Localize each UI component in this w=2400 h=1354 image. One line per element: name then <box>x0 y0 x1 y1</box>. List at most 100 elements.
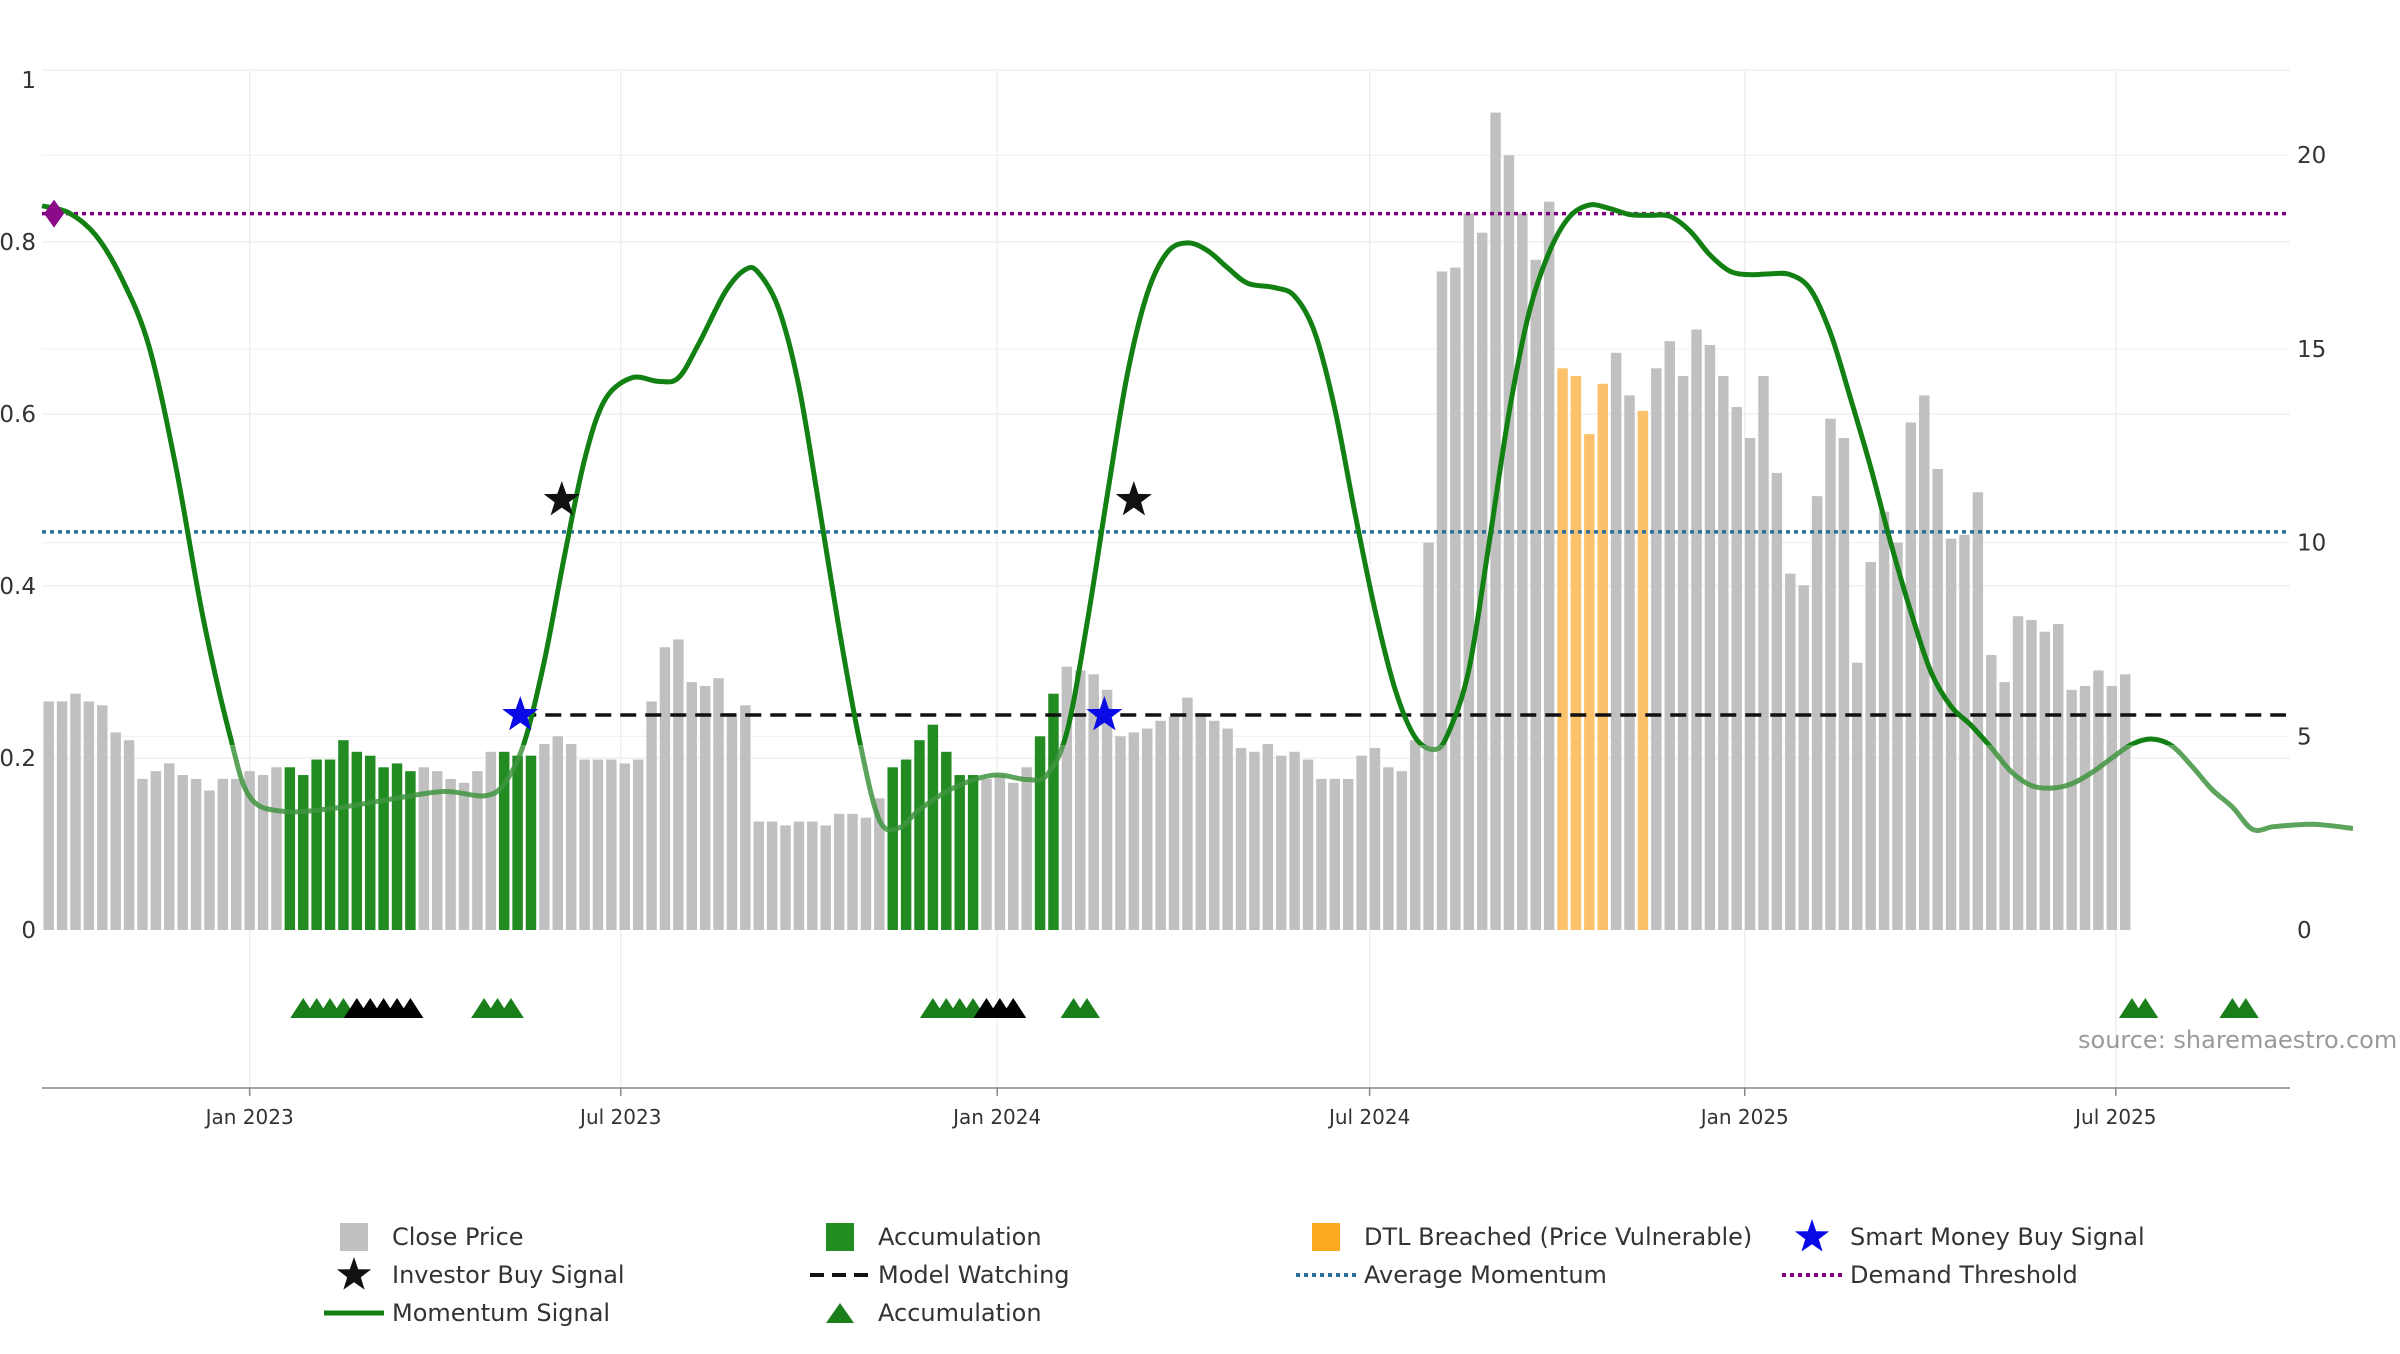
price-bar <box>1959 534 1970 930</box>
price-bar <box>1490 112 1501 930</box>
price-bar <box>1610 352 1622 930</box>
price-bar <box>1651 368 1662 930</box>
close-price-swatch-icon <box>324 1219 384 1255</box>
price-bar <box>324 759 336 930</box>
price-bar <box>1061 666 1073 930</box>
x-tick-label: Jan 2025 <box>1699 1105 1789 1129</box>
price-bar <box>1101 689 1113 930</box>
price-bar <box>1530 259 1541 930</box>
price-bar <box>1945 538 1957 930</box>
price-bar <box>820 825 831 930</box>
price-bar <box>914 740 925 930</box>
price-bar <box>217 778 229 930</box>
price-bar <box>699 685 711 930</box>
price-bar <box>83 701 95 930</box>
dtl-breached-swatch-icon <box>1296 1219 1356 1255</box>
price-bar <box>981 778 992 930</box>
price-bar <box>418 767 430 930</box>
price-bar <box>1409 740 1421 930</box>
left-tick-label: 0 <box>21 918 36 944</box>
price-bar <box>2106 685 2118 930</box>
price-bar <box>190 778 202 930</box>
price-bar <box>1664 341 1675 931</box>
x-tick-label: Jan 2023 <box>204 1105 294 1129</box>
legend-label: Demand Threshold <box>1850 1261 2078 1289</box>
legend-item-close-price: Close Price <box>324 1219 524 1255</box>
legend-item-average-momentum: Average Momentum <box>1296 1257 1607 1293</box>
price-bar <box>244 771 255 930</box>
price-bar <box>726 713 738 930</box>
price-bar <box>512 755 523 930</box>
price-bar <box>150 771 162 930</box>
investor-star <box>543 481 580 516</box>
price-bar <box>1704 345 1716 930</box>
legend-item-dtl-breached: DTL Breached (Price Vulnerable) <box>1296 1219 1752 1255</box>
price-bar <box>1892 542 1903 930</box>
price-bar <box>391 763 403 930</box>
price-bar <box>1637 410 1649 931</box>
price-bar <box>284 767 296 930</box>
price-bar <box>833 813 845 930</box>
price-bar <box>231 778 242 930</box>
legend-label: Model Watching <box>878 1261 1070 1289</box>
legend-label: Momentum Signal <box>392 1299 611 1327</box>
triangle-markers <box>290 998 2259 1018</box>
smart-money-star <box>502 696 539 731</box>
price-bar <box>780 825 791 930</box>
price-bar <box>2026 620 2037 930</box>
price-bar <box>1142 728 1153 930</box>
price-bar <box>1450 267 1461 930</box>
price-bar <box>498 751 510 930</box>
price-bar <box>539 744 550 930</box>
legend-label: Investor Buy Signal <box>392 1261 625 1289</box>
left-tick-label: 0.2 <box>0 746 36 772</box>
legend-item-accumulation-bar: Accumulation <box>810 1219 1042 1255</box>
blue-star-icon <box>1782 1219 1842 1255</box>
price-bar <box>1262 744 1274 930</box>
price-bar <box>271 767 282 930</box>
price-bar <box>673 639 684 930</box>
price-bar <box>1155 720 1166 930</box>
price-bar <box>941 751 952 930</box>
price-bar <box>874 798 885 930</box>
price-bar <box>1798 585 1809 930</box>
price-bar <box>753 821 764 930</box>
price-bar <box>1249 751 1260 930</box>
price-bar <box>1744 438 1756 930</box>
price-bar <box>298 775 309 930</box>
price-bar <box>1825 418 1836 930</box>
dashed-line-icon <box>810 1257 870 1293</box>
price-bar <box>1128 732 1140 930</box>
price-bar <box>2093 670 2104 930</box>
right-tick-label: 5 <box>2297 724 2312 750</box>
price-bar <box>458 782 470 930</box>
legend-item-investor: Investor Buy Signal <box>324 1257 625 1293</box>
watching-triangle <box>1000 998 1027 1018</box>
right-tick-label: 20 <box>2297 143 2326 169</box>
price-bar <box>1517 213 1528 931</box>
legend-item-accumulation-triangle: Accumulation <box>810 1295 1042 1331</box>
price-bar <box>1785 573 1796 930</box>
price-bar <box>740 705 751 930</box>
investor-star <box>1115 481 1152 516</box>
price-bar <box>1423 542 1434 930</box>
price-bar <box>1115 736 1126 930</box>
price-bar <box>123 740 135 930</box>
price-bar <box>177 775 188 930</box>
left-tick-label: 0.8 <box>0 230 36 256</box>
price-bar <box>1275 755 1287 930</box>
right-tick-label: 0 <box>2297 918 2312 944</box>
price-bar <box>204 790 215 930</box>
price-bar <box>1075 670 1086 930</box>
right-tick-label: 15 <box>2297 337 2326 363</box>
price-bar <box>686 682 697 930</box>
price-bar <box>1503 155 1515 930</box>
x-tick-label: Jul 2024 <box>1327 1105 1410 1129</box>
price-bar <box>2053 623 2064 930</box>
price-bar <box>1838 438 1850 930</box>
accumulation-swatch-icon <box>810 1219 870 1255</box>
price-bar <box>1396 771 1408 930</box>
price-bar <box>1195 713 1207 930</box>
accumulation-triangle <box>2132 998 2159 1018</box>
price-bar <box>1543 201 1555 930</box>
